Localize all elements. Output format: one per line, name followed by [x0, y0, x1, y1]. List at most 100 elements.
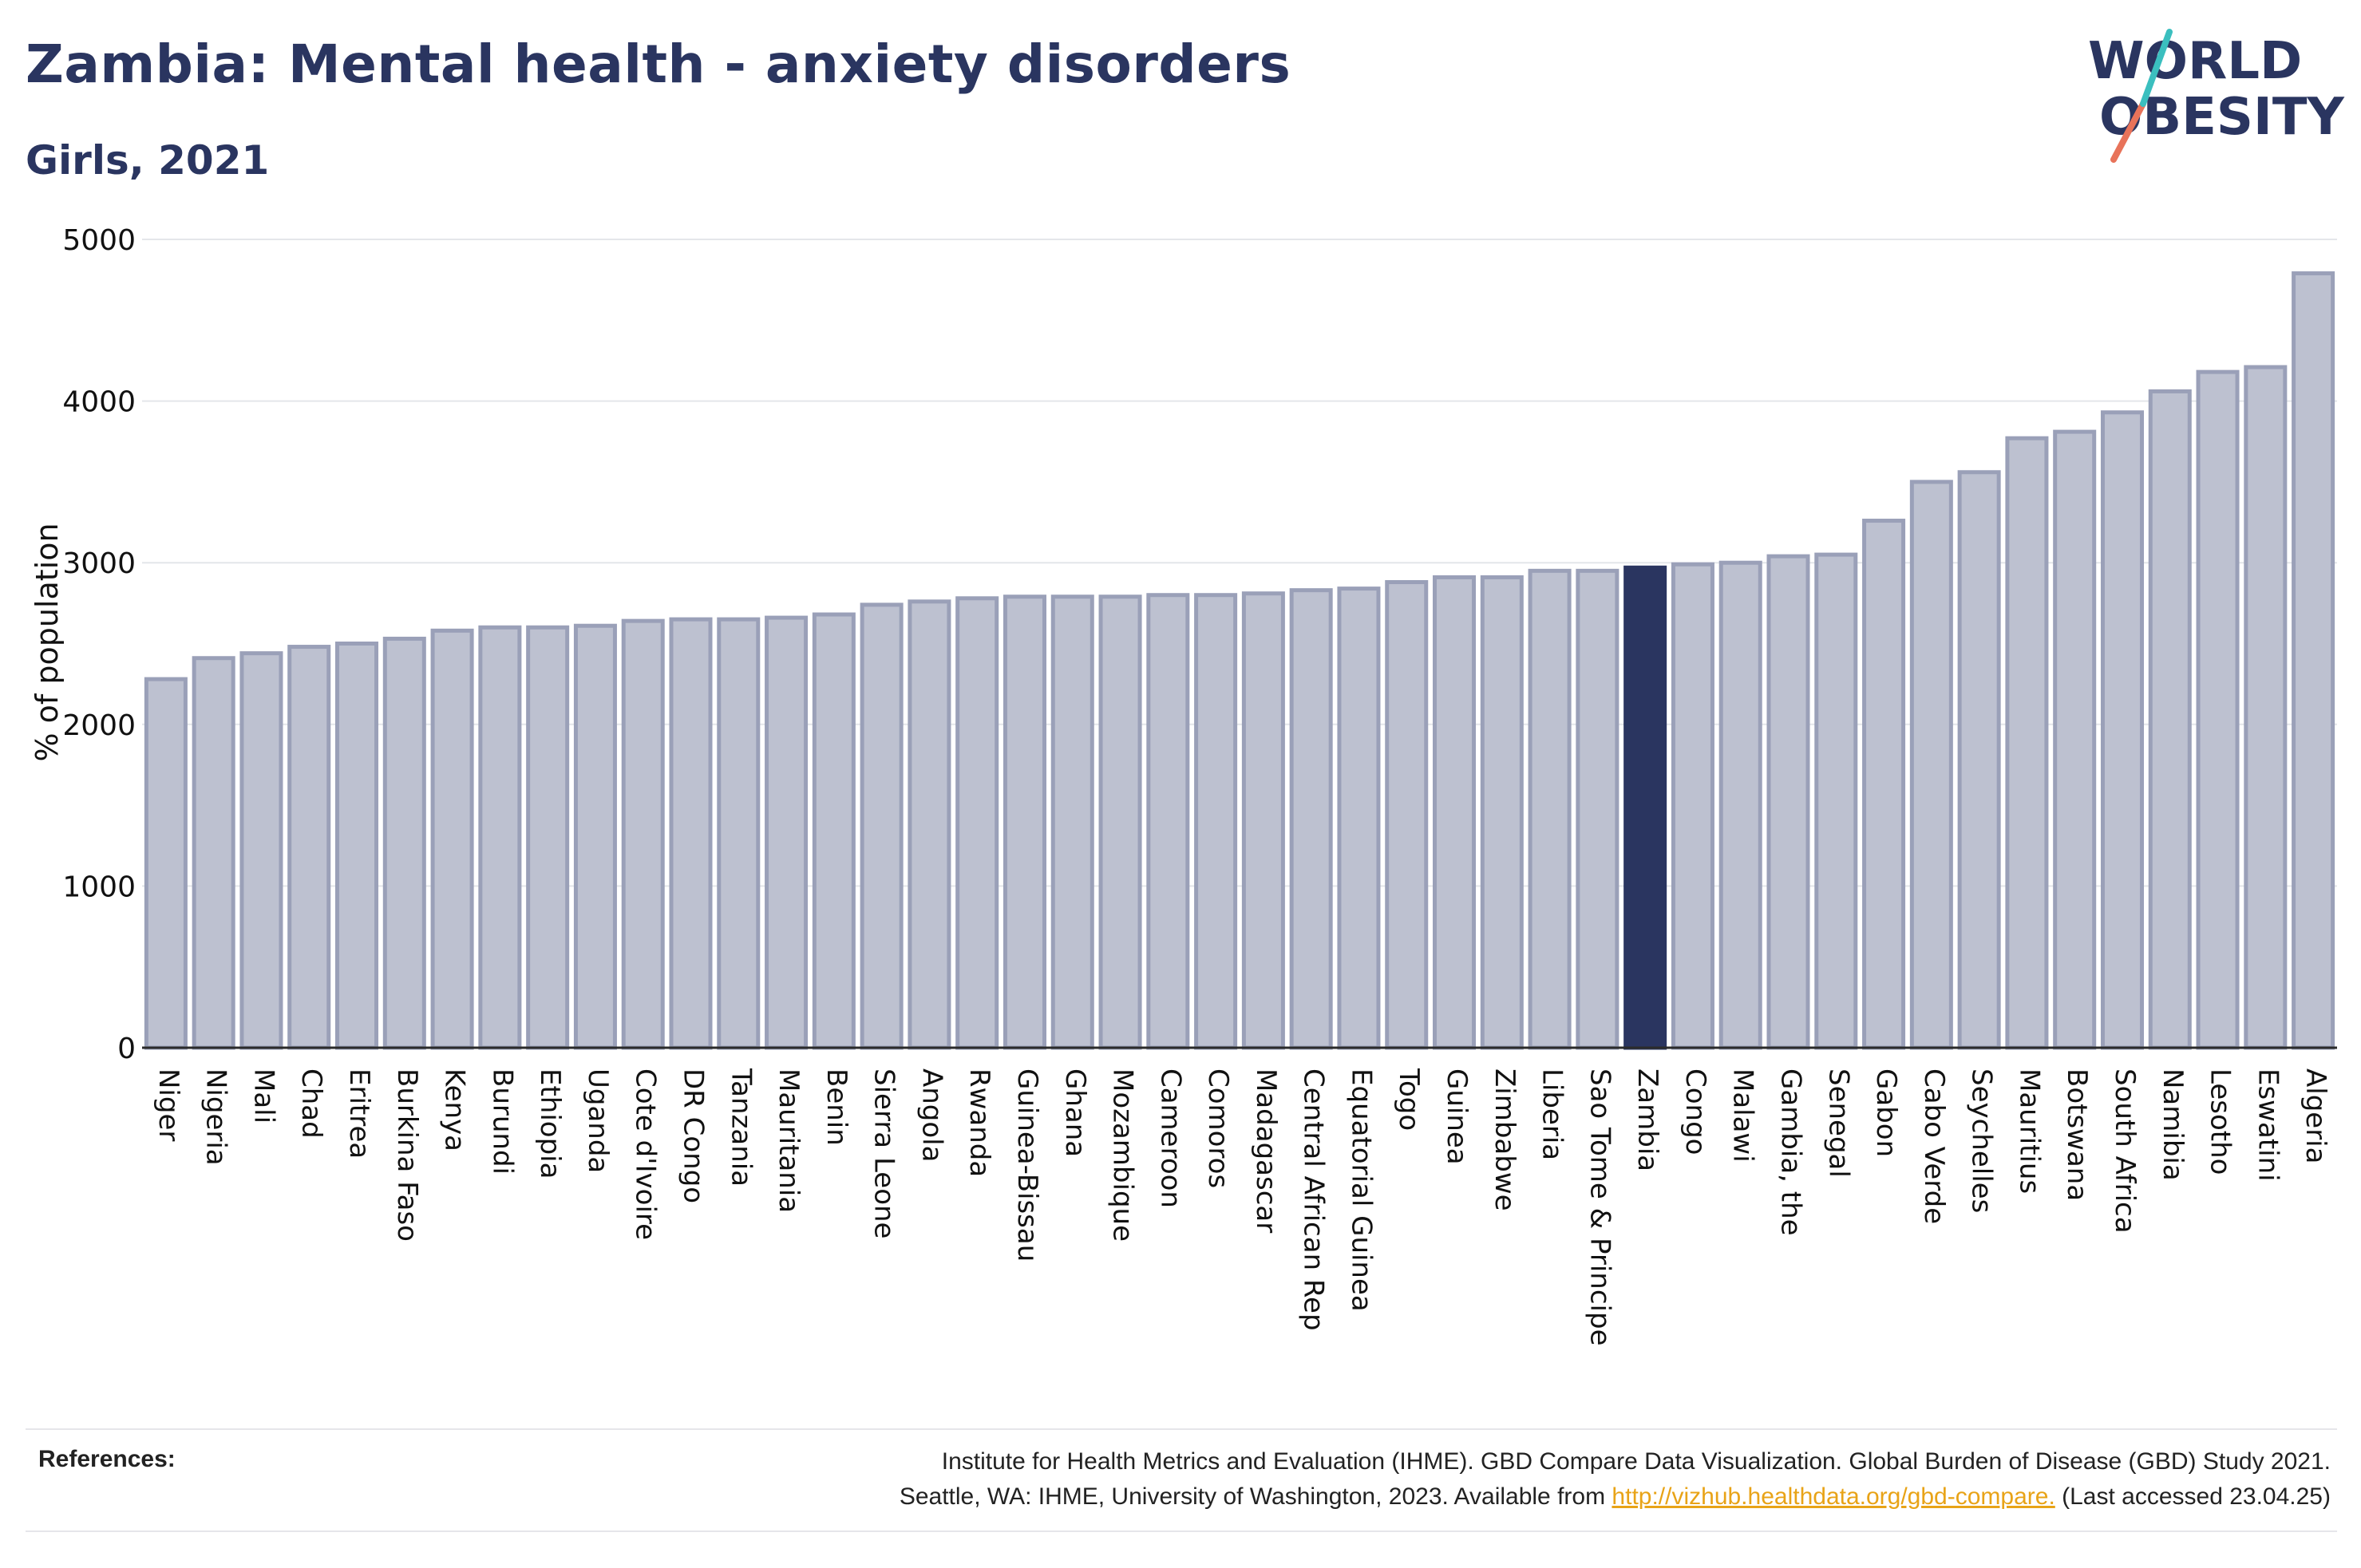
x-tick-label: Seychelles	[1966, 1068, 1998, 1213]
x-tick-label: Kenya	[439, 1068, 471, 1151]
bar	[908, 599, 951, 1050]
x-tick-label: Mali	[247, 1068, 279, 1124]
bar-highlight	[1623, 565, 1667, 1050]
x-tick-label: Ethiopia	[534, 1068, 566, 1179]
bar	[1718, 560, 1762, 1050]
x-tick-label: DR Congo	[678, 1068, 710, 1203]
bar	[382, 636, 426, 1050]
bar	[717, 617, 761, 1050]
logo-line1: WORLD	[2088, 32, 2302, 91]
bar	[1766, 554, 1810, 1050]
bar	[1528, 568, 1572, 1050]
x-tick-label: Eritrea	[343, 1068, 375, 1159]
y-tick-label: 1000	[62, 871, 136, 903]
x-tick-label: Burundi	[486, 1068, 518, 1175]
bar	[812, 612, 856, 1050]
x-tick-label: Eswatini	[2252, 1068, 2284, 1182]
y-tick-label: 2000	[62, 709, 136, 742]
bar	[1050, 594, 1094, 1050]
bar	[2148, 389, 2192, 1050]
bar	[2196, 369, 2240, 1050]
bar	[287, 645, 331, 1050]
bar	[430, 628, 474, 1050]
y-tick-label: 5000	[62, 224, 136, 257]
bar	[1671, 562, 1714, 1050]
bar	[192, 656, 235, 1050]
x-tick-label: Ghana	[1059, 1068, 1091, 1157]
x-tick-label: Senegal	[1822, 1068, 1854, 1178]
x-tick-label: Guinea-Bissau	[1011, 1068, 1043, 1262]
bar	[621, 618, 665, 1050]
x-tick-label: Namibia	[2157, 1068, 2189, 1181]
bars	[144, 271, 2335, 1050]
bar	[573, 623, 617, 1050]
bar	[1480, 575, 1524, 1050]
references-line2: Seattle, WA: IHME, University of Washing…	[900, 1479, 2331, 1515]
bar	[478, 625, 522, 1050]
x-tick-label: Sierra Leone	[868, 1068, 900, 1238]
x-tick-label: Sao Tome & Principe	[1584, 1068, 1616, 1346]
x-tick-label: Mauritius	[2013, 1068, 2045, 1194]
bar	[1957, 470, 2001, 1050]
bar	[1814, 552, 1858, 1050]
y-tick-label: 4000	[62, 386, 136, 419]
x-tick-label: Madagascar	[1250, 1068, 1282, 1233]
bar	[1003, 594, 1046, 1050]
references-text: Institute for Health Metrics and Evaluat…	[900, 1444, 2331, 1515]
bar	[1385, 580, 1429, 1050]
bar	[2292, 271, 2335, 1050]
x-tick-label: Algeria	[2300, 1068, 2331, 1163]
bar	[1862, 519, 1906, 1050]
references-box: References: Institute for Health Metrics…	[26, 1428, 2337, 1532]
bar	[1576, 568, 1619, 1050]
x-tick-label: Uganda	[582, 1068, 614, 1173]
references-link[interactable]: http://vizhub.healthdata.org/gbd-compare…	[1612, 1483, 2055, 1510]
logo-line2: OBESITY	[2099, 88, 2344, 147]
x-tick-label: Comoros	[1202, 1068, 1234, 1188]
bar	[1194, 593, 1238, 1050]
bar	[335, 642, 379, 1050]
bar	[1909, 480, 1953, 1050]
references-line2-suffix: (Last accessed 23.04.25)	[2055, 1483, 2331, 1510]
bar	[144, 677, 188, 1050]
y-axis-ticks: 0 1000 2000 3000 4000 5000	[62, 224, 136, 1065]
bar	[2053, 429, 2097, 1050]
x-tick-label: Botswana	[2061, 1068, 2093, 1201]
y-tick-label: 3000	[62, 547, 136, 580]
y-tick-label: 0	[117, 1033, 136, 1065]
bar	[955, 596, 999, 1050]
x-tick-label: Cameroon	[1154, 1068, 1186, 1208]
bar	[1433, 575, 1477, 1050]
logo-slash-coral	[2110, 101, 2146, 163]
bar	[1146, 593, 1190, 1050]
bar-chart: 0 1000 2000 3000 4000 5000 Niger Nigeria Mali Ch…	[30, 224, 2337, 1346]
x-tick-label: Central African Rep	[1298, 1068, 1330, 1331]
bar	[765, 615, 809, 1050]
x-tick-label: Mauritania	[773, 1068, 805, 1213]
x-tick-label: Nigeria	[200, 1068, 232, 1166]
x-tick-label: Benin	[821, 1068, 852, 1146]
x-tick-label: Angola	[916, 1068, 947, 1162]
x-tick-label: Equatorial Guinea	[1345, 1068, 1377, 1312]
x-tick-label: Rwanda	[963, 1068, 995, 1177]
x-tick-label: Zimbabwe	[1489, 1068, 1521, 1211]
x-tick-label: Guinea	[1441, 1068, 1473, 1165]
x-tick-label: Gabon	[1870, 1068, 1902, 1157]
bar	[2100, 410, 2144, 1050]
x-tick-label: Mozambique	[1107, 1068, 1139, 1242]
bar	[669, 617, 713, 1050]
bar	[1289, 588, 1333, 1050]
x-tick-label: Cabo Verde	[1918, 1068, 1950, 1224]
chart-subtitle: Girls, 2021	[26, 137, 270, 184]
chart-title: Zambia: Mental health - anxiety disorder…	[26, 34, 1291, 95]
y-axis-label: % of population	[30, 523, 65, 761]
x-tick-label: South Africa	[2109, 1068, 2141, 1234]
x-tick-label: Niger	[152, 1068, 184, 1141]
x-tick-label: Tanzania	[725, 1068, 757, 1187]
x-tick-label: Togo	[1393, 1068, 1425, 1131]
x-tick-label: Burkina Faso	[391, 1068, 423, 1242]
x-tick-label: Zambia	[1631, 1068, 1663, 1171]
x-tick-label: Liberia	[1536, 1068, 1568, 1160]
x-tick-label: Cote d'Ivoire	[630, 1068, 662, 1240]
bar	[239, 651, 283, 1050]
